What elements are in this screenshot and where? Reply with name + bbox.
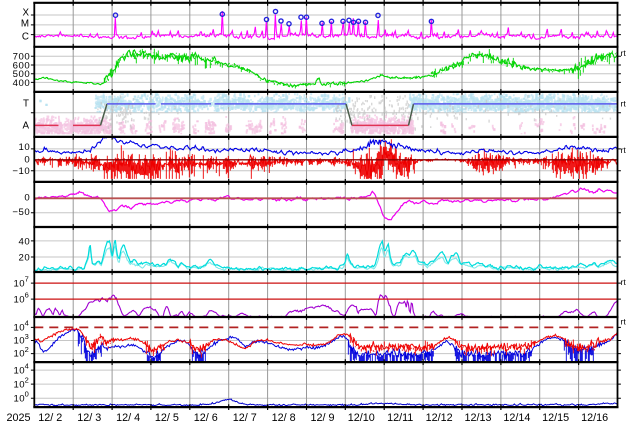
svg-text:6: 6 [25, 291, 29, 300]
svg-text:12/16: 12/16 [581, 412, 608, 424]
svg-text:rt: rt [621, 317, 627, 327]
svg-text:10: 10 [14, 322, 25, 333]
svg-text:7: 7 [25, 275, 29, 284]
svg-text:12/15: 12/15 [542, 412, 569, 424]
svg-text:10: 10 [14, 295, 25, 306]
svg-text:M: M [21, 19, 30, 30]
svg-text:4: 4 [25, 362, 29, 371]
svg-text:12/11: 12/11 [387, 412, 413, 424]
svg-text:rt: rt [621, 48, 627, 58]
svg-text:10: 10 [19, 142, 31, 153]
svg-text:400: 400 [13, 78, 31, 89]
svg-text:12/ 8: 12/ 8 [272, 412, 296, 424]
svg-text:12/ 3: 12/ 3 [77, 412, 101, 424]
svg-text:12/13: 12/13 [464, 412, 491, 424]
svg-text:40: 40 [19, 236, 31, 247]
svg-text:2025: 2025 [6, 412, 30, 424]
svg-text:12/10: 12/10 [348, 412, 375, 424]
svg-text:10: 10 [14, 279, 25, 290]
svg-text:10: 10 [14, 349, 25, 360]
svg-text:2: 2 [25, 376, 29, 385]
svg-text:C: C [22, 31, 30, 42]
svg-text:3: 3 [25, 332, 29, 341]
svg-text:12/12: 12/12 [426, 412, 453, 424]
svg-text:2: 2 [25, 345, 29, 354]
svg-text:10: 10 [14, 394, 25, 405]
svg-text:700: 700 [13, 52, 31, 63]
svg-text:12/ 9: 12/ 9 [310, 412, 334, 424]
svg-text:−50: −50 [12, 207, 30, 218]
svg-text:−10: −10 [12, 166, 30, 177]
svg-text:4: 4 [25, 319, 29, 328]
svg-text:rt: rt [621, 145, 627, 155]
svg-text:T: T [23, 99, 29, 110]
svg-text:0: 0 [24, 155, 30, 166]
svg-text:X: X [22, 7, 29, 18]
svg-text:10: 10 [14, 379, 25, 390]
svg-text:12/ 6: 12/ 6 [194, 412, 218, 424]
svg-text:12/ 2: 12/ 2 [38, 412, 62, 424]
svg-text:20: 20 [19, 252, 31, 263]
svg-text:0: 0 [24, 192, 30, 203]
svg-text:10: 10 [14, 365, 25, 376]
svg-text:600: 600 [13, 60, 31, 71]
svg-text:12/ 4: 12/ 4 [116, 412, 140, 424]
svg-text:12/14: 12/14 [503, 412, 530, 424]
svg-text:rt: rt [621, 99, 627, 109]
svg-text:0: 0 [25, 390, 29, 399]
svg-text:10: 10 [14, 336, 25, 347]
svg-text:rt: rt [621, 277, 627, 287]
svg-text:12/ 5: 12/ 5 [155, 412, 179, 424]
svg-text:12/ 7: 12/ 7 [233, 412, 257, 424]
svg-text:500: 500 [13, 69, 31, 80]
svg-text:A: A [22, 121, 29, 132]
